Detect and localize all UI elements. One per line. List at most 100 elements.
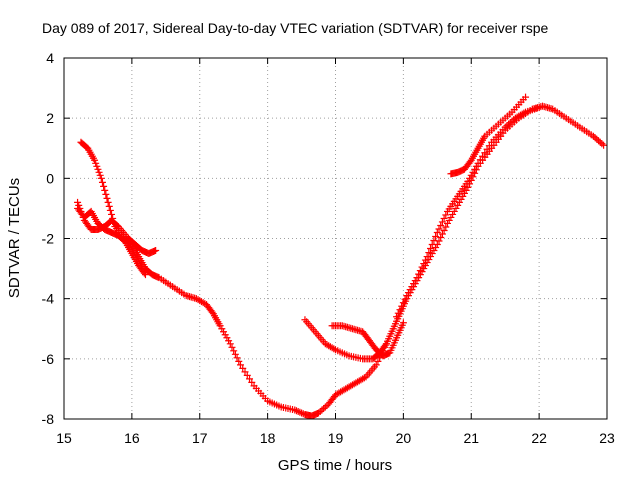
data-point-interp (440, 226, 448, 234)
data-point (74, 198, 82, 206)
data-point (141, 271, 149, 279)
data-point-interp (506, 119, 514, 127)
data-point-interp (399, 299, 407, 307)
x-tick-label: 18 (260, 430, 276, 446)
data-point-interp (437, 221, 445, 229)
y-tick-label: 2 (46, 110, 54, 126)
series-track-6 (393, 104, 543, 321)
data-point (454, 201, 462, 209)
data-point (399, 319, 407, 327)
data-point-interp (106, 206, 114, 214)
data-point-interp (95, 168, 103, 176)
data-point-interp (596, 138, 604, 146)
data-point-interp (503, 122, 511, 130)
data-point-interp (469, 168, 477, 176)
data-point-interp (398, 302, 406, 310)
data-point-interp (230, 347, 238, 355)
data-point-interp (411, 277, 419, 285)
x-tick-label: 19 (328, 430, 344, 446)
data-point-interp (447, 213, 455, 221)
data-point (382, 340, 390, 348)
data-point (522, 93, 530, 101)
data-point-interp (221, 331, 229, 339)
data-point-interp (330, 345, 338, 353)
x-axis: 15 16 17 18 19 20 21 22 23 (56, 58, 615, 446)
data-point-interp (471, 165, 479, 173)
data-point-interp (432, 232, 440, 240)
data-point-interp (481, 149, 489, 157)
x-tick-label: 22 (531, 430, 547, 446)
data-point-interp (96, 171, 104, 179)
data-point-interp (520, 109, 528, 117)
data-point-interp (218, 325, 226, 333)
data-point (236, 361, 244, 369)
data-point-interp (318, 406, 326, 414)
data-point-interp (455, 198, 463, 206)
data-point-interp (428, 241, 436, 249)
data-point-interp (220, 328, 228, 336)
data-point-interp (248, 378, 256, 386)
chart-title: Day 089 of 2017, Sidereal Day-to-day VTE… (42, 20, 548, 36)
data-point-interp (374, 357, 382, 365)
series-track-1 (77, 102, 608, 420)
data-point-interp (381, 341, 389, 349)
data-point-interp (100, 182, 108, 190)
data-point (413, 274, 421, 282)
data-point-interp (593, 135, 601, 143)
data-point-interp (508, 117, 516, 125)
x-tick-label: 21 (463, 430, 479, 446)
data-point-interp (421, 256, 429, 264)
data-point-interp (94, 165, 102, 173)
data-point (443, 219, 451, 227)
data-point-interp (102, 190, 110, 198)
data-point-interp (428, 250, 436, 258)
data-point-interp (442, 211, 450, 219)
data-point-interp (228, 343, 236, 351)
y-tick-label: 4 (46, 50, 54, 66)
data-point (315, 409, 323, 417)
x-tick-label: 15 (56, 430, 72, 446)
data-point-interp (432, 244, 440, 252)
data-point-interp (427, 245, 435, 253)
data-point (152, 247, 160, 255)
y-tick-label: -6 (42, 351, 55, 367)
data-point-interp (472, 162, 480, 170)
data-point-interp (437, 233, 445, 241)
data-point-interp (296, 408, 304, 416)
data-point-interp (415, 270, 423, 278)
data-point (501, 123, 509, 131)
data-point-interp (591, 134, 599, 142)
data-point (464, 177, 472, 185)
x-axis-label: GPS time / hours (278, 457, 392, 474)
data-point (393, 313, 401, 321)
data-point-interp (239, 364, 247, 372)
data-point (91, 156, 99, 164)
data-point-interp (404, 289, 412, 297)
y-tick-label: -2 (42, 231, 55, 247)
series-track-4 (301, 316, 390, 363)
data-point-interp (466, 174, 474, 182)
y-tick-label: 0 (46, 170, 54, 186)
x-tick-label: 20 (396, 430, 412, 446)
data-point-interp (410, 280, 418, 288)
data-point (464, 183, 472, 191)
data-point-interp (466, 158, 474, 166)
data-point-interp (394, 309, 402, 317)
data-point-interp (406, 286, 414, 294)
data-point-interp (445, 216, 453, 224)
data-point (433, 228, 441, 236)
data-point-interp (292, 407, 300, 415)
data-point (97, 174, 105, 182)
data-point-interp (208, 308, 216, 316)
x-tick-label: 16 (124, 430, 140, 446)
data-point-interp (452, 204, 460, 212)
data-point-interp (320, 404, 328, 412)
x-tick-label: 17 (192, 430, 208, 446)
data-point-interp (450, 207, 458, 215)
data-point (226, 340, 234, 348)
data-point-interp (246, 375, 254, 383)
data-point-interp (225, 337, 233, 345)
data-point (589, 132, 597, 140)
data-point-interp (595, 137, 603, 145)
